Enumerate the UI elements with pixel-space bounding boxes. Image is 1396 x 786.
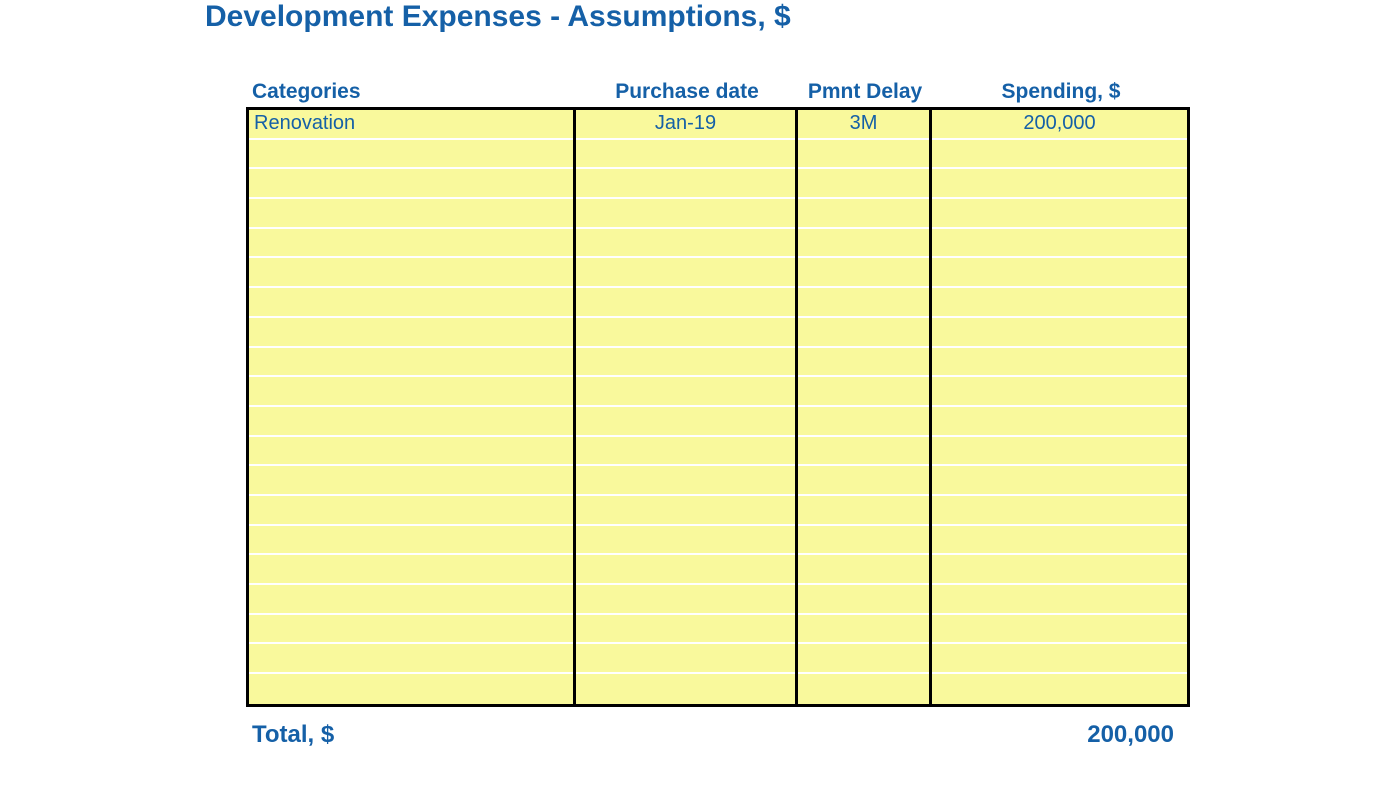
table-cell[interactable] xyxy=(798,644,929,674)
table-cell[interactable] xyxy=(798,318,929,348)
table-cell[interactable] xyxy=(249,585,573,615)
expenses-table: Categories Purchase date Pmnt Delay Spen… xyxy=(246,77,1190,755)
table-cell[interactable] xyxy=(932,585,1187,615)
table-cell[interactable] xyxy=(932,318,1187,348)
table-footer-row: Total, $ 200,000 xyxy=(246,715,1190,755)
column-header-categories: Categories xyxy=(246,80,576,104)
table-cell[interactable] xyxy=(932,674,1187,704)
table-cell[interactable] xyxy=(932,258,1187,288)
table-cell[interactable] xyxy=(932,140,1187,170)
table-cell[interactable] xyxy=(932,199,1187,229)
table-cell[interactable] xyxy=(576,437,795,467)
table-cell[interactable] xyxy=(576,318,795,348)
table-cell[interactable] xyxy=(932,615,1187,645)
table-cell[interactable] xyxy=(249,496,573,526)
table-cell[interactable] xyxy=(798,348,929,378)
column-spending: 200,000 xyxy=(932,110,1187,704)
table-cell[interactable] xyxy=(932,377,1187,407)
table-cell[interactable]: 200,000 xyxy=(932,110,1187,140)
table-cell[interactable] xyxy=(798,377,929,407)
table-cell[interactable] xyxy=(932,496,1187,526)
table-cell[interactable] xyxy=(576,169,795,199)
table-cell[interactable] xyxy=(249,199,573,229)
table-cell[interactable] xyxy=(932,466,1187,496)
table-cell[interactable] xyxy=(249,674,573,704)
table-cell[interactable] xyxy=(576,140,795,170)
table-cell[interactable]: Renovation xyxy=(249,110,573,140)
table-cell[interactable] xyxy=(798,140,929,170)
table-cell[interactable] xyxy=(249,555,573,585)
table-cell[interactable] xyxy=(798,585,929,615)
table-cell[interactable] xyxy=(576,407,795,437)
table-cell[interactable] xyxy=(249,229,573,259)
table-cell[interactable] xyxy=(249,140,573,170)
column-header-purchase-date: Purchase date xyxy=(576,80,798,104)
column-pmnt-delay: 3M xyxy=(798,110,932,704)
table-cell[interactable] xyxy=(576,466,795,496)
table-cell[interactable] xyxy=(576,496,795,526)
table-cell[interactable] xyxy=(798,288,929,318)
table-cell[interactable] xyxy=(249,526,573,556)
table-cell[interactable] xyxy=(249,644,573,674)
table-cell[interactable] xyxy=(932,169,1187,199)
table-cell[interactable] xyxy=(798,199,929,229)
table-cell[interactable] xyxy=(932,288,1187,318)
table-cell[interactable] xyxy=(798,437,929,467)
table-cell[interactable] xyxy=(576,615,795,645)
column-categories: Renovation xyxy=(249,110,576,704)
table-cell[interactable]: Jan-19 xyxy=(576,110,795,140)
table-cell[interactable] xyxy=(798,466,929,496)
table-cell[interactable] xyxy=(249,169,573,199)
table-cell[interactable] xyxy=(576,526,795,556)
table-cell[interactable] xyxy=(932,229,1187,259)
table-cell[interactable] xyxy=(932,407,1187,437)
table-cell[interactable] xyxy=(798,169,929,199)
table-cell[interactable] xyxy=(798,526,929,556)
table-cell[interactable] xyxy=(249,318,573,348)
table-cell[interactable] xyxy=(798,258,929,288)
table-cell[interactable] xyxy=(932,437,1187,467)
table-cell[interactable] xyxy=(798,555,929,585)
table-cell[interactable] xyxy=(249,437,573,467)
table-cell[interactable] xyxy=(798,229,929,259)
table-cell[interactable] xyxy=(249,258,573,288)
page-title: Development Expenses - Assumptions, $ xyxy=(205,0,791,34)
table-cell[interactable] xyxy=(798,615,929,645)
table-cell[interactable] xyxy=(576,377,795,407)
table-cell[interactable] xyxy=(932,644,1187,674)
table-cell[interactable] xyxy=(576,229,795,259)
table-cell[interactable] xyxy=(249,615,573,645)
table-cell[interactable] xyxy=(576,585,795,615)
table-header-row: Categories Purchase date Pmnt Delay Spen… xyxy=(246,77,1190,107)
total-label: Total, $ xyxy=(246,721,576,749)
table-cell[interactable] xyxy=(249,377,573,407)
table-cell[interactable] xyxy=(798,496,929,526)
table-cell[interactable]: 3M xyxy=(798,110,929,140)
table-cell[interactable] xyxy=(249,288,573,318)
table-cell[interactable] xyxy=(576,644,795,674)
table-cell[interactable] xyxy=(249,407,573,437)
table-cell[interactable] xyxy=(798,407,929,437)
column-header-pmnt-delay: Pmnt Delay xyxy=(798,80,932,104)
total-value: 200,000 xyxy=(932,721,1190,749)
table-cell[interactable] xyxy=(798,674,929,704)
table-cell[interactable] xyxy=(249,466,573,496)
table-cell[interactable] xyxy=(576,348,795,378)
table-cell[interactable] xyxy=(932,526,1187,556)
table-cell[interactable] xyxy=(932,555,1187,585)
table-cell[interactable] xyxy=(932,348,1187,378)
table-cell[interactable] xyxy=(576,555,795,585)
table-cell[interactable] xyxy=(576,288,795,318)
table-cell[interactable] xyxy=(576,258,795,288)
table-body: Renovation Jan-19 3M 200,000 xyxy=(246,107,1190,707)
column-header-spending: Spending, $ xyxy=(932,80,1190,104)
table-cell[interactable] xyxy=(576,674,795,704)
column-purchase-date: Jan-19 xyxy=(576,110,798,704)
table-cell[interactable] xyxy=(576,199,795,229)
table-cell[interactable] xyxy=(249,348,573,378)
